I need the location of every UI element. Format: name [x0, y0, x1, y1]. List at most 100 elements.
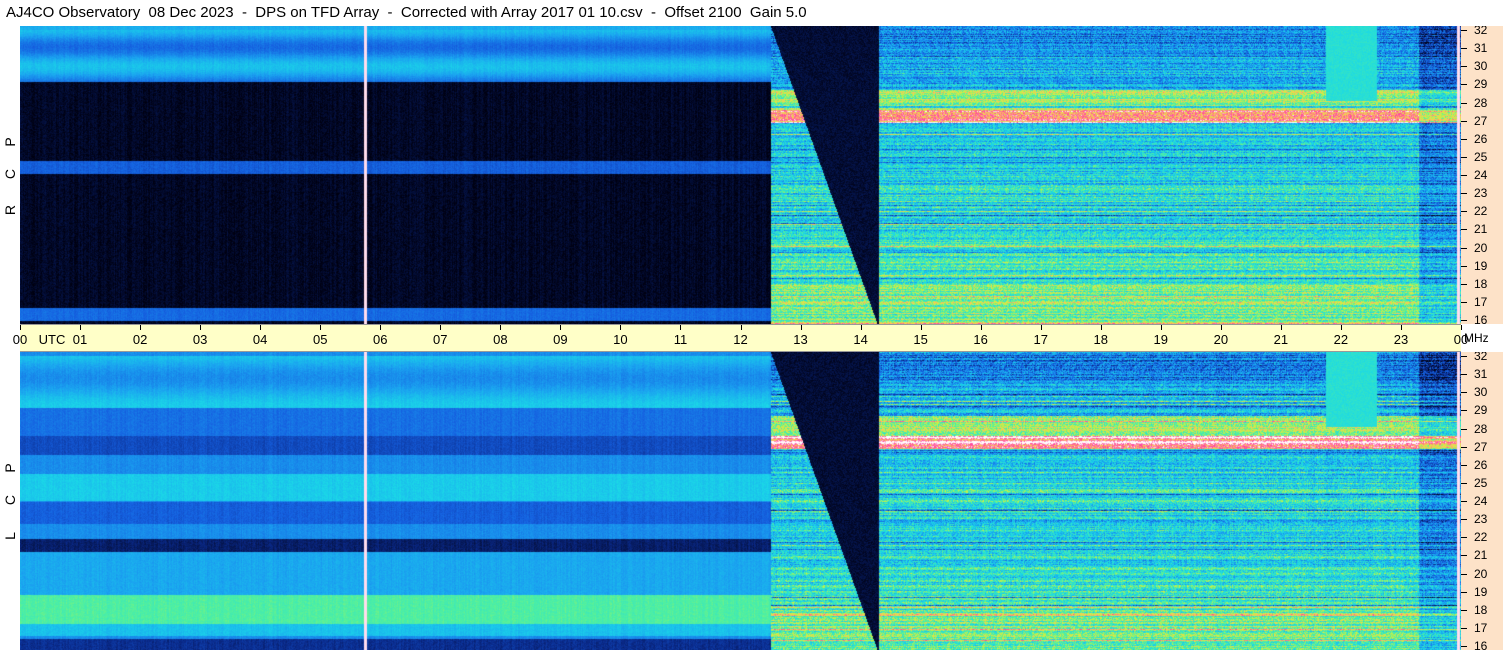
- time-tick-label: 11: [673, 332, 688, 347]
- frequency-tick-label: 21: [1474, 548, 1488, 563]
- frequency-tick-label: 30: [1474, 59, 1488, 74]
- frequency-tick-label: 26: [1474, 457, 1488, 472]
- frequency-tick-mark: [1461, 482, 1467, 484]
- time-tick-mark: [1100, 325, 1102, 330]
- lcp-spectrogram-canvas: [20, 352, 1461, 650]
- time-tick-label: 00: [1453, 332, 1469, 347]
- frequency-tick-label: 27: [1474, 439, 1488, 454]
- frequency-tick-mark: [1461, 501, 1467, 502]
- frequency-tick-mark: [1461, 156, 1467, 158]
- time-tick-mark: [140, 325, 142, 330]
- frequency-tick-label: 31: [1474, 41, 1488, 56]
- frequency-tick-mark: [1461, 247, 1467, 249]
- time-tick-mark: [500, 325, 502, 330]
- time-tick-mark: [560, 325, 562, 330]
- chart-title: AJ4CO Observatory 08 Dec 2023 - DPS on T…: [6, 4, 807, 21]
- frequency-tick-label: 22: [1474, 204, 1488, 219]
- time-tick-mark: [800, 325, 802, 330]
- time-tick-mark: [440, 325, 442, 330]
- time-tick-mark: [980, 325, 982, 330]
- frequency-tick-mark: [1461, 591, 1467, 593]
- frequency-tick-label: 23: [1474, 186, 1488, 201]
- frequency-tick-mark: [1461, 519, 1467, 521]
- frequency-tick-label: 16: [1474, 639, 1488, 650]
- time-tick-label: 17: [1033, 332, 1048, 347]
- frequency-tick-mark: [1461, 193, 1467, 195]
- frequency-tick-label: 17: [1474, 294, 1488, 309]
- frequency-tick-label: 28: [1474, 95, 1488, 110]
- rcp-spectrogram-panel: [20, 26, 1461, 324]
- time-tick-label: 06: [373, 332, 388, 347]
- time-tick-label: 23: [1393, 332, 1409, 347]
- time-tick-mark: [740, 325, 742, 330]
- frequency-tick-mark: [1461, 464, 1467, 466]
- frequency-tick-mark: [1461, 320, 1467, 321]
- top-panel-label: P C R: [0, 130, 20, 220]
- frequency-tick-mark: [1461, 356, 1467, 357]
- frequency-tick-label: 20: [1474, 566, 1488, 581]
- time-tick-label: 00: [12, 332, 28, 347]
- frequency-tick-label: 25: [1474, 149, 1488, 164]
- frequency-tick-mark: [1461, 555, 1467, 557]
- frequency-tick-mark: [1461, 30, 1467, 31]
- time-tick-label: 12: [733, 332, 748, 347]
- time-tick-mark: [1040, 325, 1042, 330]
- frequency-tick-mark: [1461, 374, 1467, 376]
- bottom-panel-label: P C L: [0, 456, 20, 546]
- frequency-axis-bottom: 16 17 18 19 20 21 22 23 24 25 26 27 28 29 30 31 32: [1461, 352, 1503, 650]
- time-tick-label: 18: [1093, 332, 1108, 347]
- time-tick-mark: [620, 325, 622, 330]
- frequency-tick-label: 16: [1474, 313, 1488, 324]
- frequency-tick-label: 19: [1474, 584, 1488, 599]
- frequency-tick-mark: [1461, 265, 1467, 267]
- frequency-tick-label: 31: [1474, 367, 1488, 382]
- bottom-label-p: P: [2, 463, 18, 473]
- frequency-axis-unit: MHz: [1464, 331, 1489, 345]
- time-tick-mark: [1461, 325, 1462, 330]
- time-tick-mark: [20, 325, 21, 330]
- time-tick-label: 19: [1153, 332, 1169, 347]
- time-axis-unit: UTC: [38, 332, 66, 347]
- time-tick-mark: [320, 325, 322, 330]
- time-tick-mark: [80, 325, 82, 330]
- top-label-p: P: [2, 137, 18, 147]
- time-tick-mark: [680, 325, 682, 330]
- frequency-tick-mark: [1461, 410, 1467, 412]
- frequency-tick-mark: [1461, 66, 1467, 68]
- frequency-tick-label: 25: [1474, 475, 1488, 490]
- frequency-tick-mark: [1461, 392, 1467, 394]
- frequency-tick-label: 28: [1474, 421, 1488, 436]
- frequency-tick-mark: [1461, 609, 1467, 611]
- time-tick-mark: [1400, 325, 1402, 330]
- time-tick-label: 10: [613, 332, 628, 347]
- frequency-tick-mark: [1461, 229, 1467, 231]
- frequency-tick-mark: [1461, 627, 1467, 629]
- time-tick-mark: [920, 325, 922, 330]
- frequency-tick-mark: [1461, 646, 1467, 647]
- frequency-tick-mark: [1461, 428, 1467, 430]
- frequency-axis-top: 16 17 18 19 20 21 22 23 24 25 26 27 28 29 30 31 32: [1461, 26, 1503, 324]
- frequency-tick-label: 30: [1474, 385, 1488, 400]
- top-label-r: R: [2, 204, 18, 216]
- time-tick-label: 22: [1333, 332, 1349, 347]
- frequency-tick-label: 23: [1474, 512, 1488, 527]
- frequency-tick-label: 18: [1474, 276, 1488, 291]
- time-tick-mark: [1280, 325, 1282, 330]
- frequency-tick-label: 27: [1474, 113, 1488, 128]
- frequency-tick-label: 24: [1474, 168, 1488, 182]
- frequency-tick-label: 32: [1474, 26, 1488, 37]
- frequency-tick-label: 22: [1474, 530, 1488, 545]
- frequency-tick-label: 32: [1474, 352, 1488, 363]
- frequency-tick-mark: [1461, 283, 1467, 285]
- time-tick-mark: [1340, 325, 1342, 330]
- frequency-tick-mark: [1461, 573, 1467, 575]
- time-tick-label: 03: [192, 332, 208, 347]
- time-tick-mark: [1220, 325, 1222, 330]
- time-tick-label: 09: [553, 332, 568, 347]
- frequency-tick-mark: [1461, 537, 1467, 539]
- frequency-tick-mark: [1461, 48, 1467, 50]
- top-label-c: C: [2, 168, 18, 180]
- time-tick-label: 16: [973, 332, 988, 347]
- frequency-tick-mark: [1461, 102, 1467, 104]
- time-tick-label: 02: [132, 332, 148, 347]
